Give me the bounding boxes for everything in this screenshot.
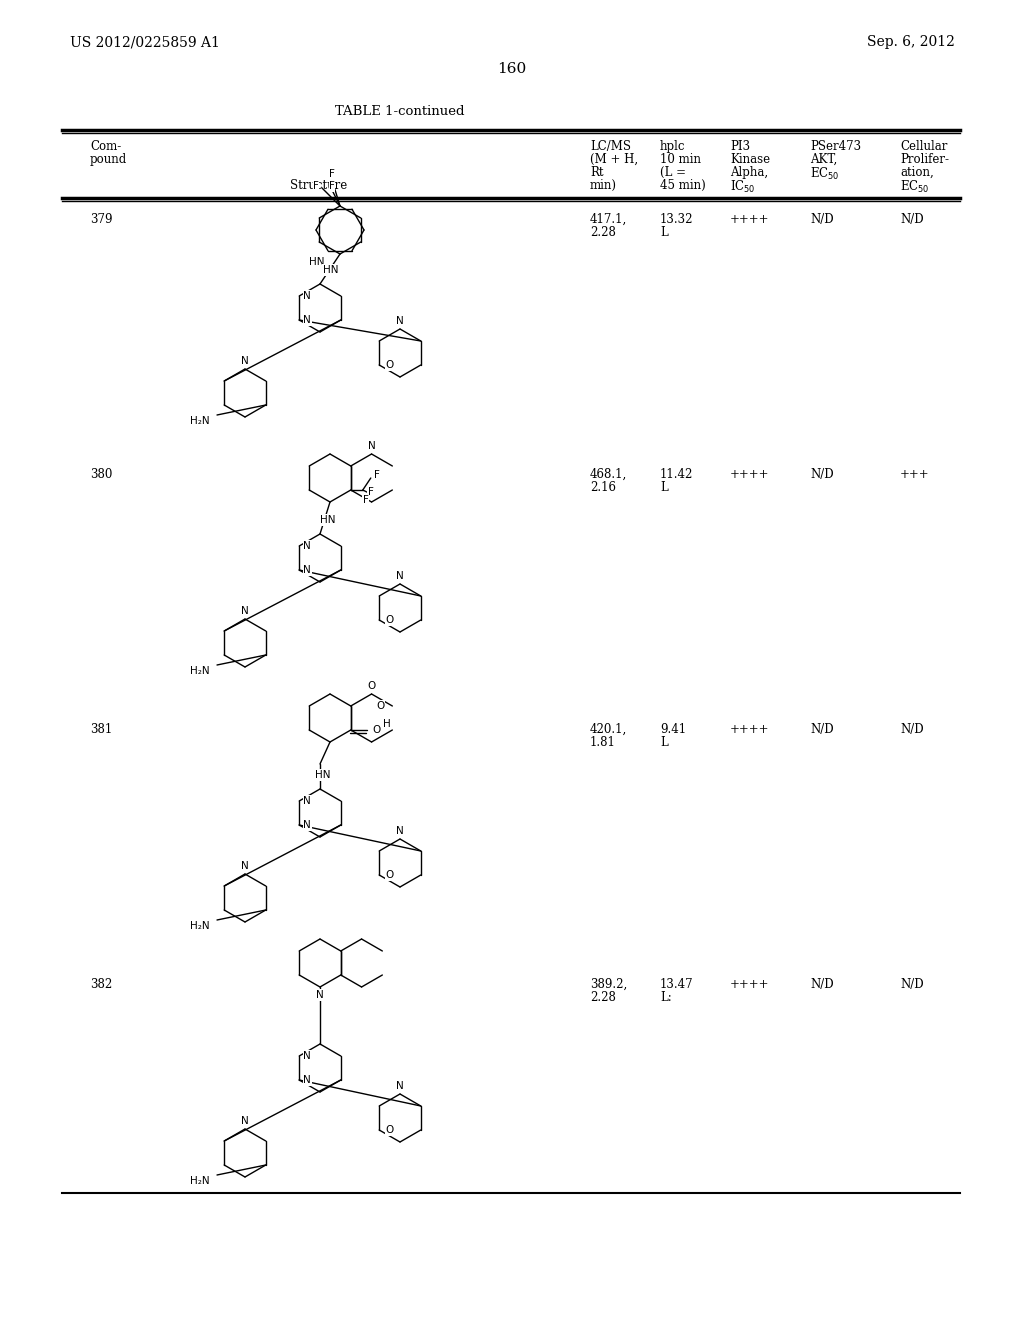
Text: L: L — [660, 737, 668, 748]
Text: O: O — [385, 360, 393, 370]
Text: N/D: N/D — [900, 978, 924, 991]
Text: PI3: PI3 — [730, 140, 751, 153]
Text: AKT,: AKT, — [810, 153, 838, 166]
Text: N: N — [303, 1074, 311, 1085]
Text: ation,: ation, — [900, 166, 934, 180]
Text: PSer473: PSer473 — [810, 140, 861, 153]
Text: ++++: ++++ — [730, 469, 769, 480]
Text: H₂N: H₂N — [190, 416, 210, 426]
Text: Com-: Com- — [90, 140, 121, 153]
Text: N/D: N/D — [900, 213, 924, 226]
Text: F: F — [362, 495, 369, 506]
Text: H: H — [383, 719, 391, 729]
Text: Alpha,: Alpha, — [730, 166, 768, 180]
Text: Structure: Structure — [290, 180, 347, 191]
Text: IC$_{50}$: IC$_{50}$ — [730, 180, 756, 195]
Text: F: F — [313, 181, 318, 191]
Text: N: N — [303, 820, 311, 830]
Text: 382: 382 — [90, 978, 113, 991]
Text: N/D: N/D — [810, 978, 834, 991]
Text: N: N — [303, 290, 311, 301]
Text: N: N — [241, 356, 249, 366]
Text: 13.47: 13.47 — [660, 978, 693, 991]
Text: LC/MS: LC/MS — [590, 140, 631, 153]
Text: Prolifer-: Prolifer- — [900, 153, 949, 166]
Text: EC$_{50}$: EC$_{50}$ — [900, 180, 930, 195]
Text: N: N — [396, 315, 403, 326]
Text: F: F — [329, 181, 335, 191]
Text: N: N — [303, 315, 311, 325]
Text: N: N — [241, 861, 249, 871]
Text: 9.41: 9.41 — [660, 723, 686, 737]
Text: O: O — [373, 725, 381, 735]
Text: H₂N: H₂N — [190, 667, 210, 676]
Text: EC$_{50}$: EC$_{50}$ — [810, 166, 840, 182]
Text: H₂N: H₂N — [190, 1176, 210, 1185]
Text: F: F — [329, 169, 335, 180]
Text: HN: HN — [319, 515, 336, 525]
Text: N: N — [303, 541, 311, 550]
Text: N: N — [396, 572, 403, 581]
Text: N/D: N/D — [810, 723, 834, 737]
Text: N: N — [241, 1115, 249, 1126]
Text: L: L — [660, 226, 668, 239]
Text: 420.1,: 420.1, — [590, 723, 628, 737]
Text: ++++: ++++ — [730, 723, 769, 737]
Text: 379: 379 — [90, 213, 113, 226]
Text: 10 min: 10 min — [660, 153, 701, 166]
Text: N: N — [303, 796, 311, 807]
Text: 2.16: 2.16 — [590, 480, 616, 494]
Text: 1.81: 1.81 — [590, 737, 615, 748]
Text: N: N — [303, 565, 311, 576]
Text: 417.1,: 417.1, — [590, 213, 628, 226]
Text: O: O — [376, 701, 384, 711]
Text: TABLE 1-continued: TABLE 1-continued — [335, 106, 465, 117]
Text: O: O — [385, 1125, 393, 1135]
Text: N: N — [303, 1051, 311, 1061]
Text: 381: 381 — [90, 723, 113, 737]
Text: F: F — [368, 487, 374, 498]
Text: 160: 160 — [498, 62, 526, 77]
Text: HN: HN — [309, 257, 325, 267]
Text: N: N — [241, 606, 249, 616]
Text: O: O — [385, 615, 393, 624]
Text: hplc: hplc — [660, 140, 685, 153]
Text: 13.32: 13.32 — [660, 213, 693, 226]
Text: min): min) — [590, 180, 617, 191]
Text: ++++: ++++ — [730, 978, 769, 991]
Text: 45 min): 45 min) — [660, 180, 706, 191]
Text: F: F — [374, 470, 380, 480]
Text: N/D: N/D — [810, 469, 834, 480]
Text: (L =: (L = — [660, 166, 686, 180]
Text: N: N — [368, 441, 376, 451]
Text: 380: 380 — [90, 469, 113, 480]
Text: O: O — [385, 870, 393, 880]
Text: 2.28: 2.28 — [590, 991, 615, 1005]
Text: US 2012/0225859 A1: US 2012/0225859 A1 — [70, 36, 220, 49]
Text: (M + H,: (M + H, — [590, 153, 638, 166]
Text: L: L — [660, 480, 668, 494]
Text: 389.2,: 389.2, — [590, 978, 628, 991]
Text: Cellular: Cellular — [900, 140, 947, 153]
Text: N: N — [316, 990, 324, 1001]
Text: N: N — [396, 826, 403, 836]
Text: HN: HN — [323, 265, 339, 275]
Text: Rt: Rt — [590, 166, 603, 180]
Text: 2.28: 2.28 — [590, 226, 615, 239]
Text: Kinase: Kinase — [730, 153, 770, 166]
Text: O: O — [368, 681, 376, 690]
Text: ++++: ++++ — [730, 213, 769, 226]
Text: N/D: N/D — [900, 723, 924, 737]
Text: H₂N: H₂N — [190, 921, 210, 931]
Text: 11.42: 11.42 — [660, 469, 693, 480]
Text: HN: HN — [315, 770, 331, 780]
Text: N: N — [396, 1081, 403, 1092]
Text: +++: +++ — [900, 469, 930, 480]
Text: pound: pound — [90, 153, 127, 166]
Text: L:: L: — [660, 991, 672, 1005]
Text: 468.1,: 468.1, — [590, 469, 628, 480]
Text: N/D: N/D — [810, 213, 834, 226]
Text: Sep. 6, 2012: Sep. 6, 2012 — [867, 36, 955, 49]
